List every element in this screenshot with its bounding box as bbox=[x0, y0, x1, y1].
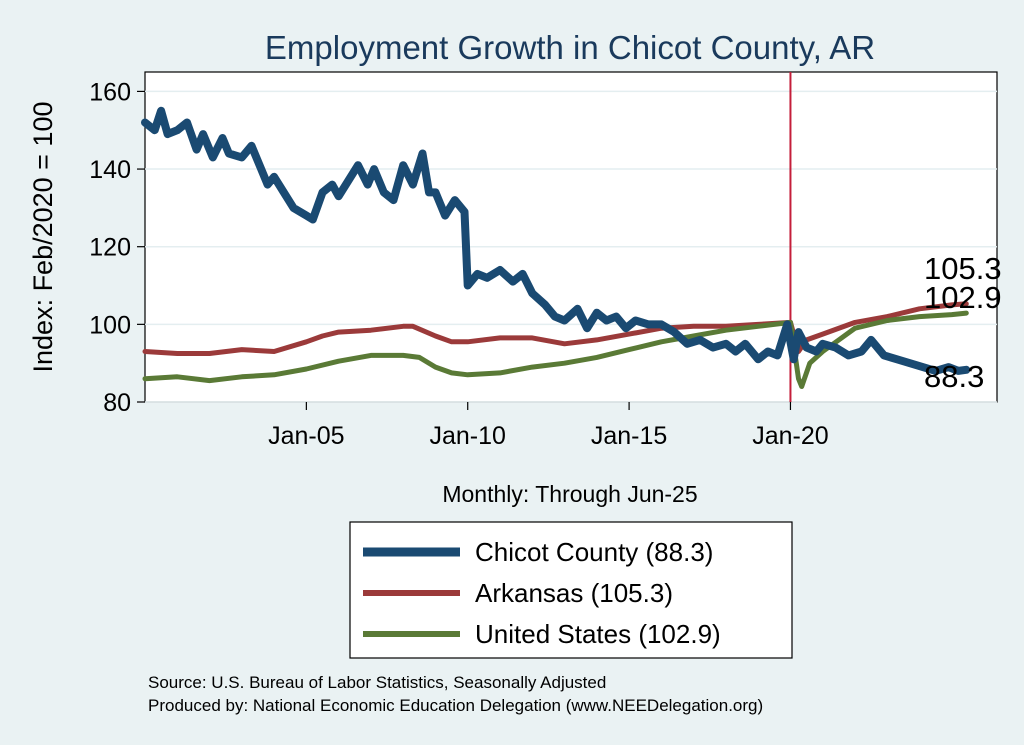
x-tick-label: Jan-10 bbox=[430, 422, 506, 450]
produced-by-line: Produced by: National Economic Education… bbox=[148, 696, 763, 715]
y-tick-label: 80 bbox=[103, 389, 131, 417]
y-tick-label: 100 bbox=[89, 311, 131, 339]
x-tick-label: Jan-15 bbox=[591, 422, 667, 450]
series-lines bbox=[141, 106, 971, 389]
source-line: Source: U.S. Bureau of Labor Statistics,… bbox=[148, 673, 606, 692]
end-label-united-states: 102.9 bbox=[924, 280, 1002, 315]
x-tick-label: Jan-05 bbox=[268, 422, 344, 450]
series-line-chicot-county bbox=[141, 106, 971, 375]
series-line-arkansas bbox=[142, 301, 969, 356]
legend-label: United States (102.9) bbox=[475, 619, 721, 649]
x-tick-label: Jan-20 bbox=[752, 422, 828, 450]
y-axis-label: Index: Feb/2020 = 100 bbox=[28, 102, 58, 373]
y-axis-ticks: 80 100 120 140 160 bbox=[89, 78, 145, 417]
legend-label: Arkansas (105.3) bbox=[475, 578, 673, 608]
y-tick-label: 160 bbox=[89, 78, 131, 106]
x-axis-ticks: Jan-05 Jan-10 Jan-15 Jan-20 bbox=[268, 402, 829, 450]
end-label-arkansas: 105.3 bbox=[924, 251, 1002, 286]
legend-label: Chicot County (88.3) bbox=[475, 537, 713, 567]
y-tick-label: 140 bbox=[89, 156, 131, 184]
y-tick-label: 120 bbox=[89, 234, 131, 262]
end-label-chicot-county: 88.3 bbox=[924, 359, 984, 394]
legend: Chicot County (88.3) Arkansas (105.3) Unit… bbox=[363, 537, 721, 649]
chart-title: Employment Growth in Chicot County, AR bbox=[265, 29, 875, 66]
x-axis-caption: Monthly: Through Jun-25 bbox=[442, 481, 697, 507]
